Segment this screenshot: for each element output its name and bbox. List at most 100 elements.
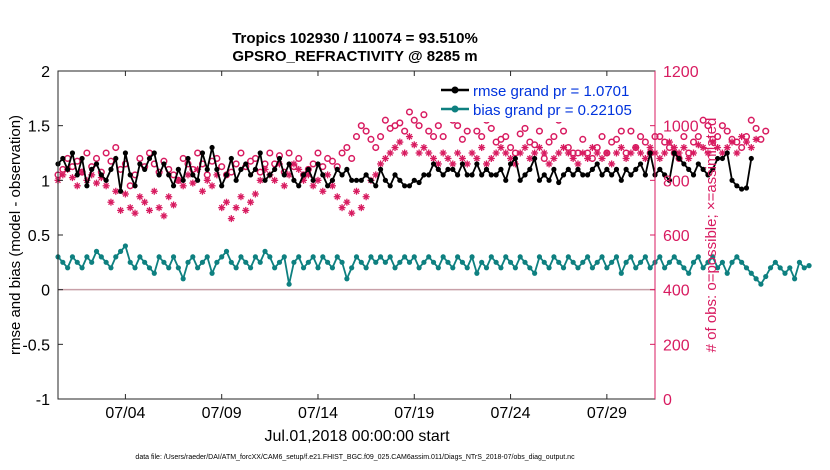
- bias-point: [570, 259, 576, 265]
- bias-point: [763, 273, 769, 280]
- bias-point: [748, 270, 754, 276]
- bias-point: [483, 265, 490, 271]
- bias-point: [657, 254, 663, 260]
- obs-possible-point: [381, 116, 389, 124]
- obs-possible-point: [425, 127, 433, 135]
- obs-possible-point: [401, 127, 409, 135]
- rmse-point: [512, 155, 518, 162]
- bias-point: [459, 259, 466, 265]
- bias-point: [719, 259, 726, 265]
- obs-possible-point: [314, 149, 322, 157]
- obs-assimilated-point: [223, 198, 231, 206]
- bias-point: [320, 254, 326, 260]
- obs-possible-point: [487, 124, 495, 132]
- bias-point: [421, 259, 427, 265]
- obs-assimilated-point: [232, 204, 240, 212]
- rmse-point: [541, 172, 547, 178]
- bias-point: [243, 259, 249, 265]
- bias-point: [637, 259, 644, 265]
- rmse-point: [618, 177, 624, 183]
- rmse-point: [551, 166, 557, 172]
- obs-assimilated-point: [742, 138, 750, 146]
- obs-assimilated-point: [93, 179, 101, 187]
- rmse-point: [305, 166, 311, 172]
- rmse-point: [695, 161, 701, 167]
- rmse-point: [296, 183, 302, 189]
- obs-assimilated-point: [165, 193, 173, 201]
- obs-assimilated-point: [738, 133, 746, 141]
- obs-assimilated-point: [482, 160, 490, 168]
- rmse-point: [474, 161, 480, 167]
- obs-possible-point: [473, 127, 481, 135]
- bias-point: [710, 254, 716, 260]
- bias-point: [368, 254, 374, 260]
- rmse-point: [84, 183, 90, 189]
- bias-point: [315, 265, 321, 271]
- obs-possible-point: [420, 111, 428, 119]
- obs-assimilated-point: [656, 154, 664, 162]
- rmse-point: [570, 172, 576, 178]
- obs-assimilated-point: [531, 149, 539, 157]
- y-axis-label-right: # of obs: o=possible; ×=assimilated: [703, 118, 720, 353]
- bias-point: [199, 259, 206, 265]
- obs-assimilated-point: [627, 149, 635, 157]
- obs-assimilated-point: [386, 149, 394, 157]
- bias-point: [122, 243, 129, 249]
- obs-assimilated-point: [670, 144, 678, 152]
- obs-assimilated-point: [377, 160, 385, 168]
- rmse-point: [416, 179, 422, 186]
- obs-assimilated-point: [545, 160, 553, 168]
- bias-point: [479, 259, 485, 265]
- rmse-point: [594, 161, 600, 167]
- obs-possible-point: [579, 135, 587, 143]
- rmse-point: [373, 183, 379, 189]
- obs-assimilated-point: [439, 149, 447, 157]
- rmse-point: [214, 166, 220, 172]
- bias-point: [734, 254, 740, 260]
- bias-point: [724, 270, 730, 276]
- obs-possible-point: [434, 122, 442, 130]
- bias-point: [450, 265, 456, 271]
- rmse-point: [430, 161, 437, 167]
- obs-assimilated-point: [622, 154, 630, 162]
- bias-point: [792, 276, 798, 282]
- bias-point: [767, 265, 774, 271]
- obs-assimilated-point: [309, 182, 317, 190]
- legend-bias-label: bias grand pr = 0.22105: [473, 102, 632, 119]
- bias-point: [522, 259, 528, 265]
- rmse-point: [748, 155, 754, 162]
- obs-possible-point: [266, 149, 274, 157]
- bias-point: [300, 265, 307, 271]
- obs-possible-point: [478, 133, 486, 141]
- rmse-point: [74, 172, 80, 178]
- rmse-point: [387, 183, 393, 189]
- obs-possible-point: [367, 135, 375, 143]
- bias-point: [60, 259, 66, 265]
- obs-assimilated-point: [608, 160, 616, 168]
- rmse-point: [657, 166, 663, 172]
- obs-possible-point: [102, 149, 110, 157]
- obs-possible-point: [507, 143, 515, 152]
- bias-point: [339, 259, 345, 265]
- bias-point: [166, 265, 172, 271]
- bias-point: [161, 259, 167, 265]
- obs-possible-point: [521, 124, 529, 132]
- obs-assimilated-point: [637, 149, 645, 157]
- obs-possible-point: [415, 122, 423, 130]
- obs-assimilated-point: [357, 204, 365, 212]
- obs-possible-point: [237, 149, 245, 157]
- bias-point: [137, 254, 143, 260]
- obs-possible-point: [218, 163, 226, 171]
- bias-point: [666, 259, 673, 265]
- obs-assimilated-point: [319, 187, 327, 195]
- bias-point: [642, 254, 648, 260]
- rmse-point: [666, 177, 673, 183]
- obs-possible-point: [343, 143, 351, 152]
- obs-assimilated-point: [454, 149, 462, 157]
- bias-point: [686, 270, 692, 276]
- y-left-tick-label: 0.5: [28, 228, 50, 245]
- obs-possible-point: [136, 154, 144, 163]
- bias-point: [175, 265, 181, 271]
- obs-possible-point: [377, 133, 385, 141]
- bias-point: [402, 254, 408, 260]
